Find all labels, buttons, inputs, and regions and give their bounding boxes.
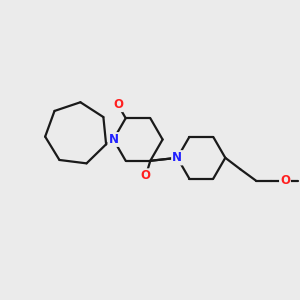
Text: O: O: [141, 169, 151, 182]
Text: N: N: [108, 133, 118, 146]
Text: O: O: [113, 98, 123, 111]
Text: N: N: [172, 151, 182, 164]
Text: N: N: [172, 151, 182, 164]
Text: O: O: [280, 174, 290, 187]
